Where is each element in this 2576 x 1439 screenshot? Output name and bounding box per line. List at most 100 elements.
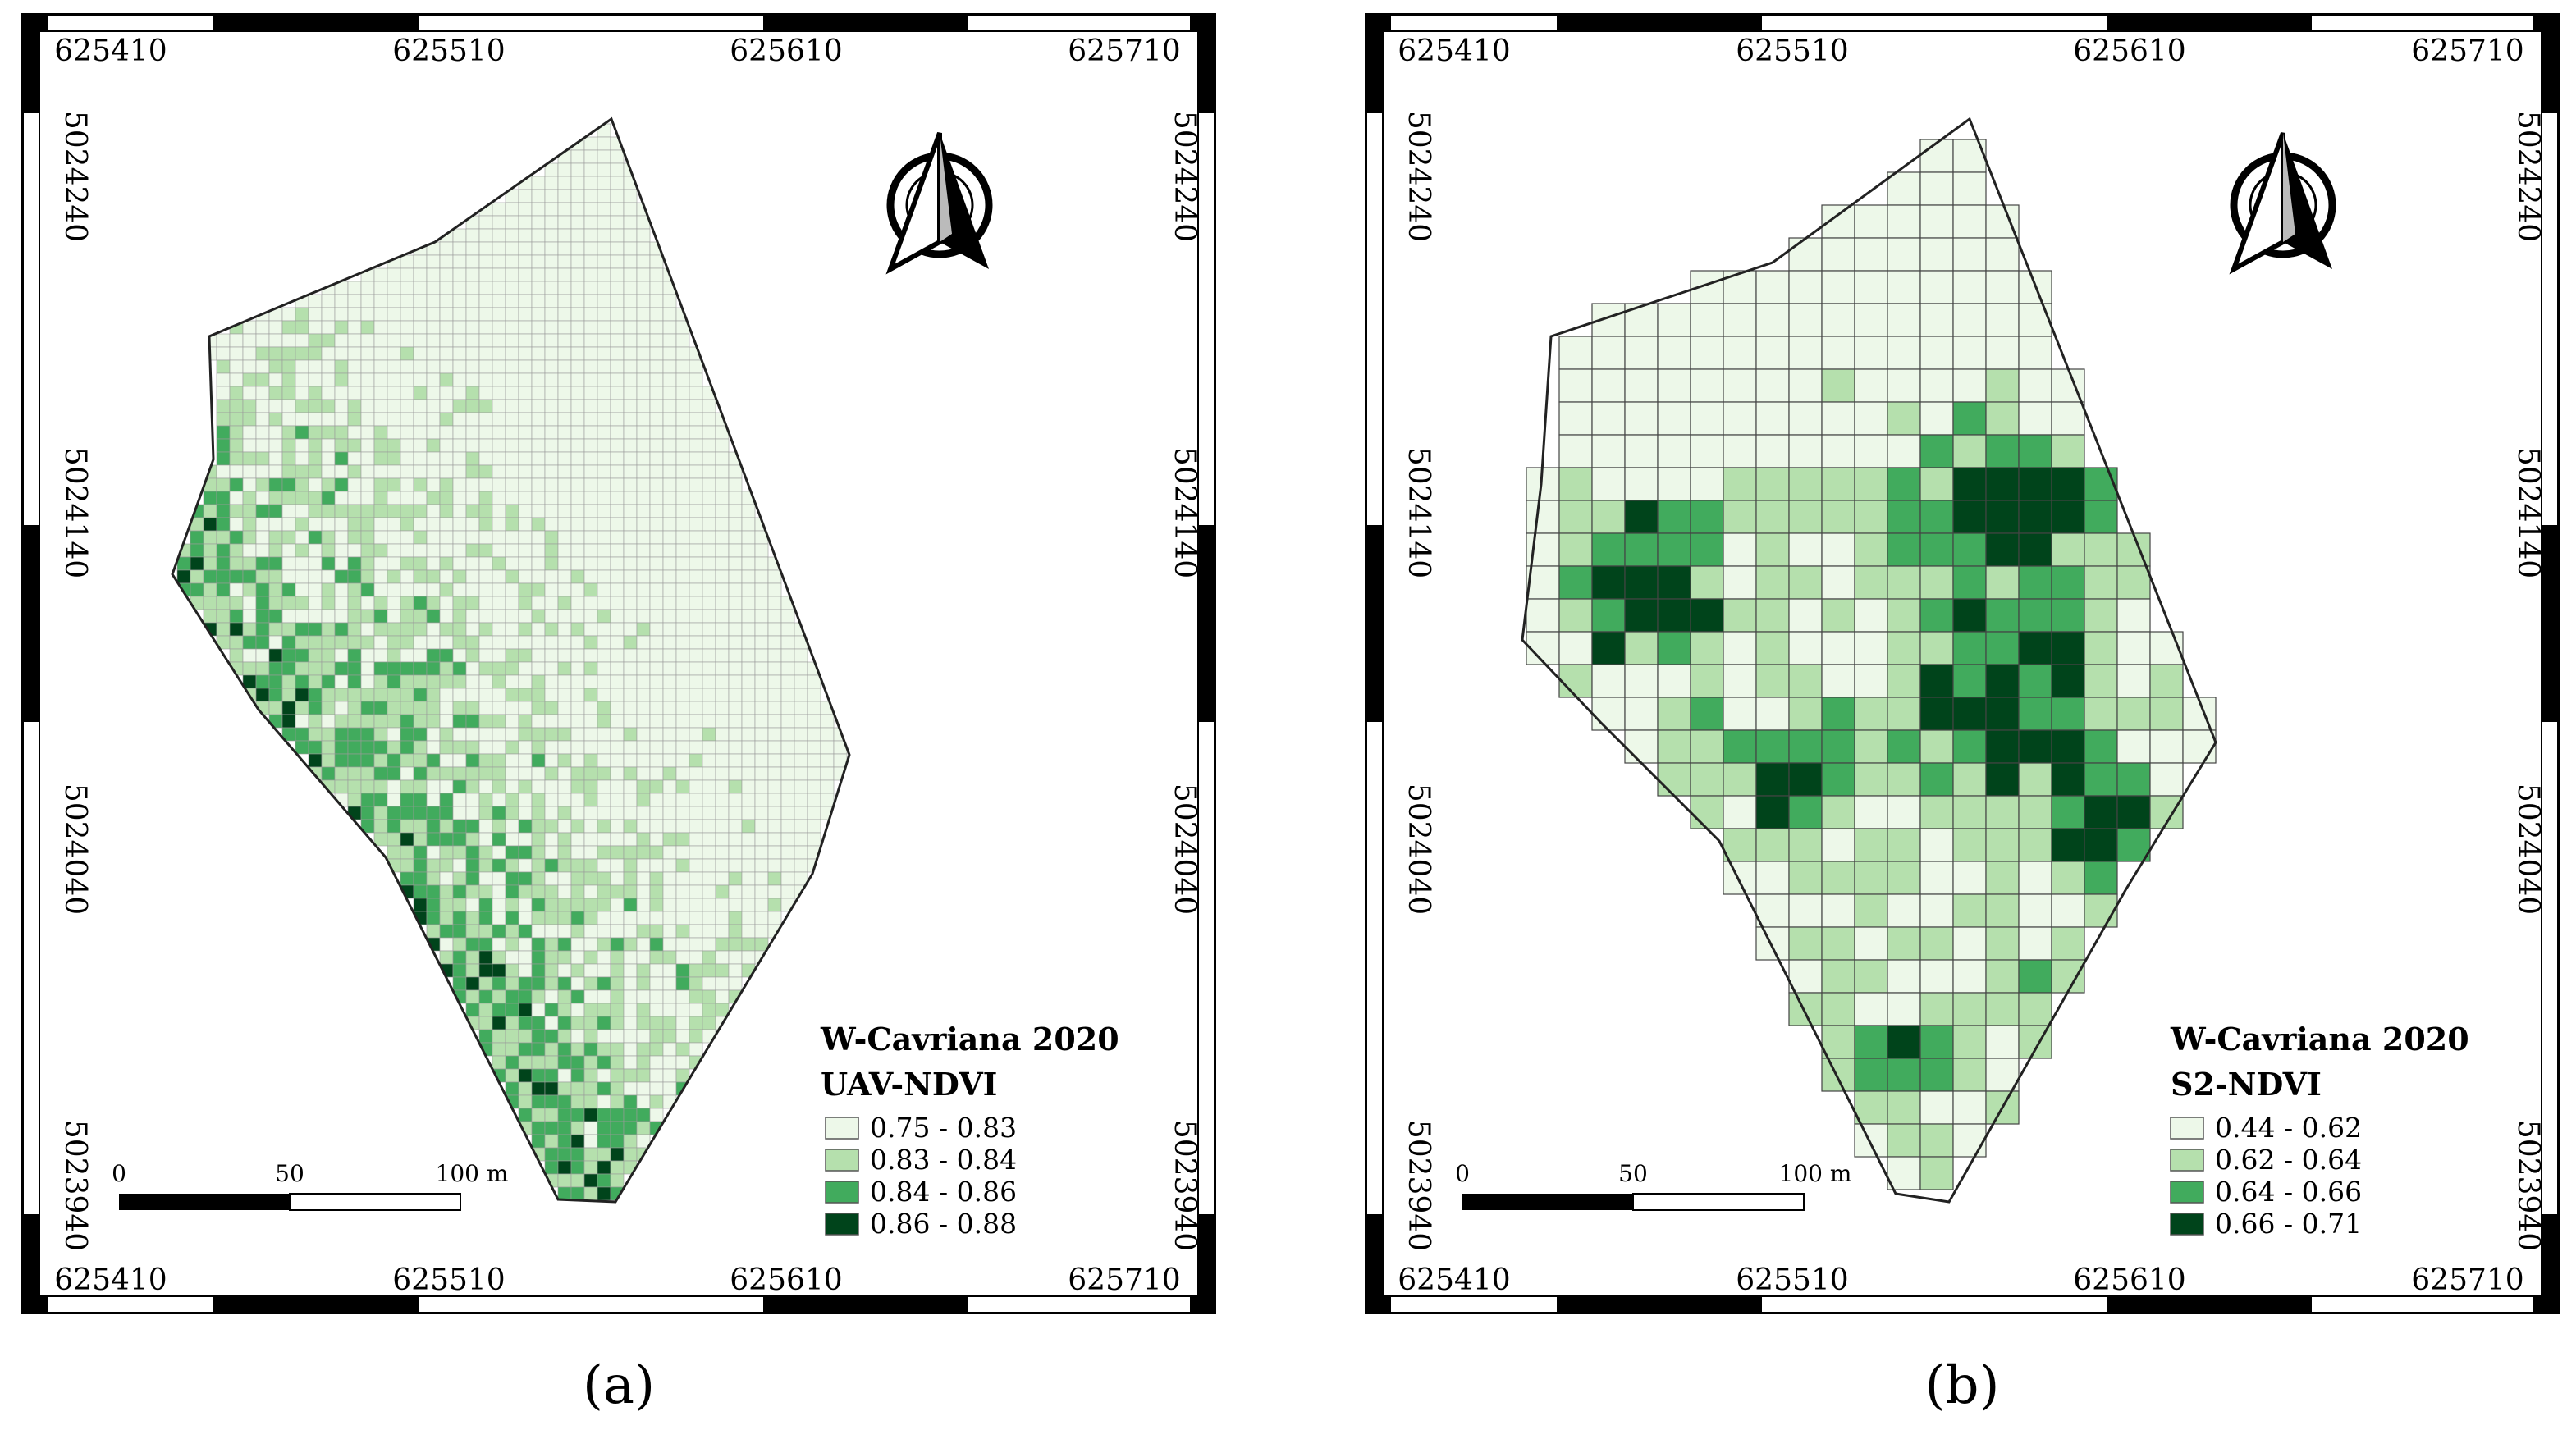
raster-cell	[465, 714, 480, 729]
raster-cell	[347, 464, 362, 479]
raster-cell	[387, 779, 401, 794]
raster-cell	[610, 845, 625, 860]
raster-cell	[649, 989, 664, 1004]
raster-cell	[557, 596, 572, 610]
raster-cell	[570, 504, 585, 518]
raster-cell	[492, 596, 506, 610]
raster-cell	[636, 530, 651, 545]
raster-cell	[715, 582, 730, 597]
raster-cell	[295, 359, 309, 374]
raster-cell	[623, 635, 638, 650]
raster-cell	[583, 491, 598, 505]
raster-cell	[597, 517, 611, 532]
raster-cell	[1526, 500, 1560, 534]
raster-cell	[1723, 795, 1757, 829]
tick-label-y: 5024040	[1402, 783, 1435, 915]
raster-cell	[465, 372, 480, 387]
raster-cell	[570, 543, 585, 558]
raster-cell	[544, 701, 559, 715]
raster-cell	[1657, 401, 1691, 436]
raster-cell	[321, 530, 336, 545]
raster-cell	[702, 766, 716, 781]
raster-cell	[689, 1003, 703, 1017]
raster-cell	[1657, 598, 1691, 633]
raster-cell	[347, 779, 362, 794]
raster-cell	[1887, 171, 1921, 206]
raster-cell	[492, 989, 506, 1004]
raster-cell	[439, 714, 454, 729]
raster-cell	[531, 412, 546, 427]
raster-cell	[610, 1016, 625, 1030]
raster-cell	[413, 464, 428, 479]
raster-cell	[583, 399, 598, 413]
raster-cell	[597, 1094, 611, 1109]
raster-cell	[597, 189, 611, 203]
raster-cell	[610, 701, 625, 715]
raster-cell	[597, 884, 611, 899]
raster-cell	[649, 779, 664, 794]
raster-cell	[1591, 336, 1626, 370]
raster-cell	[675, 1042, 690, 1057]
raster-cell	[531, 372, 546, 387]
raster-cell	[413, 569, 428, 584]
raster-cell	[689, 648, 703, 663]
raster-cell	[531, 622, 546, 637]
raster-cell	[518, 451, 533, 466]
raster-cell	[610, 911, 625, 925]
raster-cell	[439, 858, 454, 873]
raster-cell	[557, 911, 572, 925]
raster-cell	[780, 609, 795, 624]
raster-cell	[321, 425, 336, 440]
raster-cell	[662, 530, 677, 545]
raster-cell	[518, 727, 533, 742]
grid-coordinates-bottom: 625410 625510 625610 625710	[54, 1263, 1180, 1297]
raster-cell	[465, 911, 480, 925]
raster-cell	[400, 819, 414, 834]
raster-cell	[1887, 204, 1921, 239]
raster-cell	[767, 661, 782, 676]
raster-cell	[649, 464, 664, 479]
frame-border-right	[2541, 14, 2559, 1313]
raster-cell	[387, 543, 401, 558]
raster-cell	[360, 582, 375, 597]
raster-cell	[1854, 697, 1888, 731]
raster-cell	[452, 727, 467, 742]
raster-cell	[426, 517, 441, 532]
raster-cell	[492, 477, 506, 492]
raster-cell	[557, 438, 572, 453]
raster-cell	[715, 884, 730, 899]
raster-cell	[728, 688, 743, 702]
raster-cell	[544, 372, 559, 387]
raster-cell	[702, 701, 716, 715]
raster-cell	[570, 819, 585, 834]
raster-cell	[334, 307, 349, 322]
raster-cell	[728, 937, 743, 952]
raster-cell	[1624, 303, 1659, 337]
tick-label-y: 5024040	[1168, 783, 1201, 915]
raster-cell	[570, 884, 585, 899]
raster-cell	[229, 609, 244, 624]
raster-cell	[544, 609, 559, 624]
raster-cell	[255, 504, 270, 518]
raster-cell	[557, 609, 572, 624]
raster-cell	[2116, 565, 2151, 600]
raster-cell	[531, 386, 546, 400]
raster-cell	[2018, 598, 2052, 633]
raster-cell	[2084, 893, 2118, 928]
raster-cell	[229, 491, 244, 505]
raster-cell	[505, 1029, 519, 1044]
raster-cell	[610, 1094, 625, 1109]
raster-cell	[439, 740, 454, 755]
raster-cell	[597, 149, 611, 164]
raster-cell	[583, 753, 598, 768]
raster-cell	[1624, 368, 1659, 403]
raster-cell	[2051, 762, 2085, 797]
raster-cell	[583, 189, 598, 203]
raster-cell	[308, 530, 323, 545]
raster-cell	[400, 714, 414, 729]
raster-cell	[662, 1003, 677, 1017]
raster-cell	[492, 1016, 506, 1030]
raster-cell	[583, 307, 598, 322]
tick-label-x: 625710	[2411, 34, 2523, 68]
raster-cell	[649, 740, 664, 755]
